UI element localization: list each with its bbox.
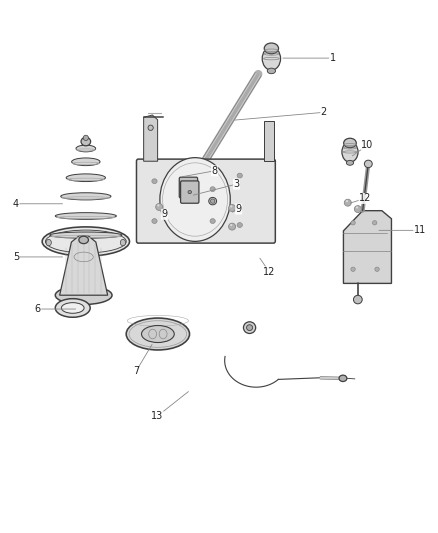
Polygon shape <box>60 236 108 295</box>
Text: 6: 6 <box>35 304 41 314</box>
Ellipse shape <box>229 223 236 230</box>
Ellipse shape <box>55 286 112 304</box>
Ellipse shape <box>188 190 191 193</box>
Ellipse shape <box>83 135 88 141</box>
Ellipse shape <box>351 221 355 225</box>
Text: 7: 7 <box>133 366 139 376</box>
Ellipse shape <box>209 197 217 205</box>
Ellipse shape <box>364 160 372 167</box>
Ellipse shape <box>346 160 353 165</box>
Ellipse shape <box>210 187 215 191</box>
Ellipse shape <box>264 43 279 54</box>
Ellipse shape <box>262 47 281 70</box>
Ellipse shape <box>342 142 358 162</box>
Ellipse shape <box>267 68 276 74</box>
Text: 12: 12 <box>263 267 276 277</box>
Polygon shape <box>144 115 158 161</box>
Ellipse shape <box>247 325 253 330</box>
Ellipse shape <box>346 200 348 202</box>
Ellipse shape <box>339 375 347 382</box>
Ellipse shape <box>160 158 230 241</box>
Ellipse shape <box>344 138 356 148</box>
Text: 8: 8 <box>212 166 218 176</box>
Text: 3: 3 <box>233 179 240 189</box>
Ellipse shape <box>79 236 88 244</box>
Ellipse shape <box>55 298 90 317</box>
Ellipse shape <box>46 239 51 246</box>
Text: 10: 10 <box>361 140 374 150</box>
Ellipse shape <box>356 206 358 208</box>
Ellipse shape <box>353 295 362 304</box>
Ellipse shape <box>244 322 256 334</box>
Ellipse shape <box>81 138 91 146</box>
Ellipse shape <box>351 267 355 271</box>
FancyBboxPatch shape <box>137 159 276 243</box>
Ellipse shape <box>141 326 174 343</box>
Ellipse shape <box>229 205 236 212</box>
Text: 9: 9 <box>161 209 167 220</box>
Ellipse shape <box>76 145 95 152</box>
Ellipse shape <box>230 205 232 207</box>
Ellipse shape <box>152 179 157 183</box>
Ellipse shape <box>120 239 126 246</box>
Ellipse shape <box>66 174 106 182</box>
Ellipse shape <box>61 193 111 200</box>
Ellipse shape <box>155 204 162 211</box>
Polygon shape <box>264 122 274 161</box>
Text: 9: 9 <box>236 204 242 214</box>
Ellipse shape <box>126 318 190 350</box>
Ellipse shape <box>344 199 351 206</box>
Ellipse shape <box>372 221 377 225</box>
Polygon shape <box>343 211 392 284</box>
Text: 12: 12 <box>359 193 371 204</box>
Ellipse shape <box>55 213 117 220</box>
Ellipse shape <box>237 173 242 178</box>
Ellipse shape <box>50 232 122 238</box>
Text: 4: 4 <box>13 199 19 209</box>
Ellipse shape <box>237 223 242 228</box>
Ellipse shape <box>211 199 215 203</box>
Text: 2: 2 <box>321 107 327 117</box>
Text: 13: 13 <box>151 411 163 422</box>
Text: 5: 5 <box>13 252 19 262</box>
FancyBboxPatch shape <box>180 181 199 203</box>
Ellipse shape <box>148 125 153 131</box>
Ellipse shape <box>375 267 379 271</box>
Ellipse shape <box>354 206 361 213</box>
FancyBboxPatch shape <box>179 177 198 198</box>
Text: 1: 1 <box>329 53 336 63</box>
Ellipse shape <box>61 303 84 313</box>
Ellipse shape <box>152 219 157 223</box>
Ellipse shape <box>230 224 232 226</box>
Ellipse shape <box>72 158 100 166</box>
Ellipse shape <box>157 204 159 206</box>
Ellipse shape <box>42 227 130 256</box>
Ellipse shape <box>210 219 215 223</box>
Text: 11: 11 <box>414 225 426 236</box>
